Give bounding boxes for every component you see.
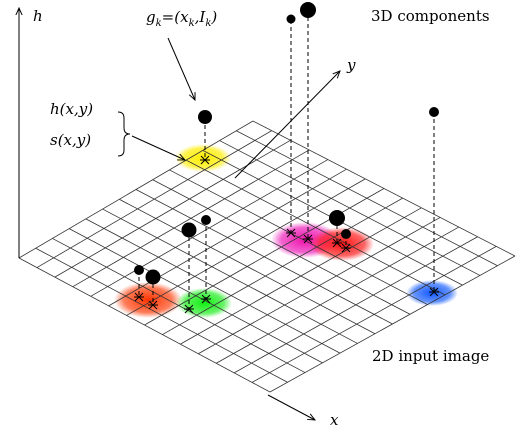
grid-line [251, 246, 497, 383]
grid-line [185, 159, 446, 296]
y-axis-label: y [346, 56, 356, 74]
projection-lines [138, 10, 435, 308]
orange-red-blob [114, 282, 182, 318]
gk-comma: ,I [195, 8, 207, 26]
gk-sub2: k [189, 18, 195, 29]
gk-pointer-arrow [167, 37, 195, 100]
cross-marker [148, 300, 158, 310]
component-dot [300, 2, 316, 18]
axes [19, 8, 340, 420]
gk-sub: k [156, 18, 162, 29]
component-dot [134, 265, 144, 275]
component-dot [201, 215, 211, 225]
hs-brace [117, 111, 131, 157]
y-axis [234, 71, 340, 179]
blue-blob [406, 280, 458, 306]
x-axis-label: x [330, 411, 339, 429]
image-grid-plane [18, 120, 516, 393]
grid-line [216, 226, 460, 364]
cross-markers [134, 155, 439, 314]
gk-eq: =(x [162, 8, 189, 26]
component-dot [181, 222, 197, 238]
components-3d-label: 3D components [371, 7, 490, 25]
grid-line [269, 255, 516, 393]
cross-marker [201, 294, 211, 304]
component-dot [286, 14, 296, 24]
grid-line [198, 217, 441, 355]
grid-line [219, 140, 481, 276]
hs-pointer-arrow [131, 135, 185, 160]
cross-marker [286, 228, 296, 238]
cross-marker [303, 234, 313, 244]
x-axis [267, 394, 315, 420]
h-xy-label: h(x,y) [50, 100, 93, 118]
cross-marker [341, 243, 351, 253]
gk-close: ) [210, 8, 217, 26]
gk-formula: gk=(xk,Ik) [146, 8, 217, 29]
component-dot [429, 107, 439, 117]
cross-marker [332, 238, 342, 248]
grid-line [144, 188, 385, 326]
grid-line [162, 197, 403, 335]
h-axis-label: h [33, 7, 43, 25]
grid-line [169, 169, 428, 305]
cross-marker [200, 155, 210, 165]
labels: h y x 3D components 2D input image gk=(x… [33, 7, 490, 429]
grid-line [236, 130, 498, 267]
cross-marker [134, 292, 144, 302]
annotation-arrows [117, 37, 195, 160]
grid-line [180, 207, 422, 345]
component-dot [145, 269, 161, 285]
grid-line [233, 236, 478, 374]
grid-line [152, 179, 411, 315]
component-dot [329, 210, 345, 226]
grid-line [252, 120, 516, 257]
s-xy-label: s(x,y) [50, 131, 91, 149]
component-dot [198, 110, 212, 124]
component-dot [341, 229, 351, 239]
cross-marker [429, 287, 439, 297]
gk-sub3: k [205, 18, 211, 29]
green-blob [176, 288, 232, 318]
cross-marker [184, 304, 194, 314]
component-dots [134, 2, 439, 285]
gk-g: g [146, 8, 156, 26]
input-2d-label: 2D input image [372, 347, 489, 365]
